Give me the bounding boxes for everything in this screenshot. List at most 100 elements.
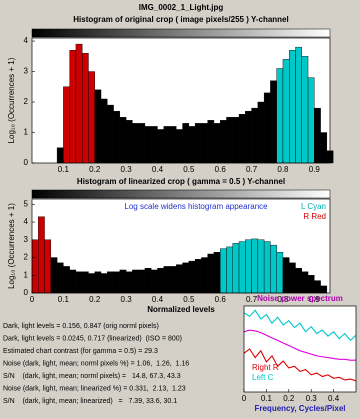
chart-title: Histogram of linearized crop ( gamma = 0…	[77, 177, 285, 186]
bar	[63, 266, 70, 294]
x-tick-label: 0	[30, 295, 35, 304]
bar	[94, 271, 102, 294]
info-line: S/N (dark, light, mean; norml pixels) = …	[3, 373, 181, 380]
bar	[257, 239, 265, 294]
legend-label: Right R	[252, 363, 279, 372]
gray-ramp	[31, 189, 331, 199]
bar	[125, 120, 133, 164]
bar	[276, 252, 284, 294]
info-block: Dark, light levels = 0.156, 0.847 (orig …	[3, 323, 189, 405]
legend-label: Left C	[252, 373, 274, 382]
bar	[257, 101, 265, 164]
bar	[69, 49, 77, 164]
bar	[251, 238, 259, 294]
y-tick-label: 3	[24, 67, 29, 76]
x-tick-label: 0	[242, 394, 247, 403]
plot-frame	[243, 305, 357, 393]
bar	[138, 123, 146, 164]
bar	[282, 257, 290, 294]
y-tick-label: 4	[24, 217, 29, 226]
bar	[232, 117, 240, 164]
bar	[295, 267, 302, 294]
x-tick-label: 0.8	[277, 165, 289, 174]
bar	[238, 114, 246, 164]
x-tick-label: 0.9	[309, 165, 321, 174]
info-line: Noise (dark, light, mean; linearized %) …	[3, 385, 186, 392]
y-tick-label: 0	[24, 158, 29, 167]
chart-title: Histogram of original crop ( image pixel…	[73, 15, 288, 24]
bar	[213, 252, 221, 294]
bar	[320, 132, 328, 164]
bar	[113, 271, 121, 294]
bar	[44, 239, 52, 294]
figure-title: IMG_0002_1_Light.jpg	[139, 3, 224, 12]
bar	[163, 126, 171, 164]
bar	[132, 123, 139, 164]
bar	[81, 53, 89, 164]
bar	[226, 246, 233, 294]
x-tick-label: 0.5	[183, 295, 195, 304]
bar	[282, 59, 290, 164]
bar	[38, 216, 45, 294]
x-tick-label: 0.9	[309, 295, 321, 304]
x-tick-label: 0.3	[306, 394, 318, 403]
bar	[157, 129, 164, 164]
x-tick-label: 0.1	[58, 165, 70, 174]
line	[243, 329, 356, 361]
bar	[132, 269, 139, 294]
bar	[201, 123, 208, 164]
bar	[220, 248, 227, 294]
x-tick-label: 0.2	[89, 295, 101, 304]
x-tick-label: 0.7	[246, 295, 258, 304]
x-tick-label: 0.4	[328, 394, 340, 403]
bar	[144, 126, 152, 164]
x-tick-label: 0.1	[261, 394, 273, 403]
info-line: Estimated chart contrast (for gamma = 0.…	[3, 348, 158, 355]
x-tick-label: 0.6	[215, 165, 227, 174]
bar	[100, 273, 108, 294]
bar	[263, 241, 271, 294]
bar	[289, 49, 296, 164]
y-tick-label: 3	[24, 235, 29, 244]
x-tick-label: 0.4	[152, 295, 164, 304]
bar	[194, 123, 202, 164]
bar	[163, 266, 171, 294]
bar	[314, 107, 321, 164]
y-tick-label: 2	[24, 253, 29, 262]
bar	[320, 285, 328, 294]
bar	[31, 239, 39, 294]
bar	[125, 271, 133, 294]
y-axis-label: Log₁₀ (Occurrences + 1)	[7, 57, 16, 143]
bar	[307, 77, 315, 164]
bar	[238, 241, 246, 294]
bar	[75, 43, 83, 164]
bar	[220, 120, 227, 164]
bar	[113, 110, 121, 164]
bar	[295, 46, 302, 164]
bar	[301, 271, 309, 294]
bar	[270, 80, 277, 164]
bar	[81, 271, 89, 294]
x-tick-label: 0.5	[183, 165, 195, 174]
bar	[232, 243, 240, 294]
bar	[188, 126, 196, 164]
bar	[107, 104, 114, 164]
bar	[100, 98, 108, 164]
x-tick-label: 0.4	[152, 165, 164, 174]
line	[243, 348, 357, 382]
bar	[276, 68, 284, 164]
bar	[56, 147, 64, 164]
bar	[245, 110, 252, 164]
bar	[169, 266, 177, 294]
info-line: Noise (dark, light, mean; norml pixels %…	[3, 360, 189, 367]
y-tick-label: 4	[24, 36, 29, 45]
bar	[88, 273, 95, 294]
bar	[301, 56, 309, 164]
bar	[169, 126, 177, 164]
bar	[245, 239, 252, 294]
bar	[94, 89, 102, 164]
x-axis-label: Frequency, Cycles/Pixel	[254, 404, 345, 413]
bar	[119, 269, 127, 294]
bar	[213, 123, 221, 164]
